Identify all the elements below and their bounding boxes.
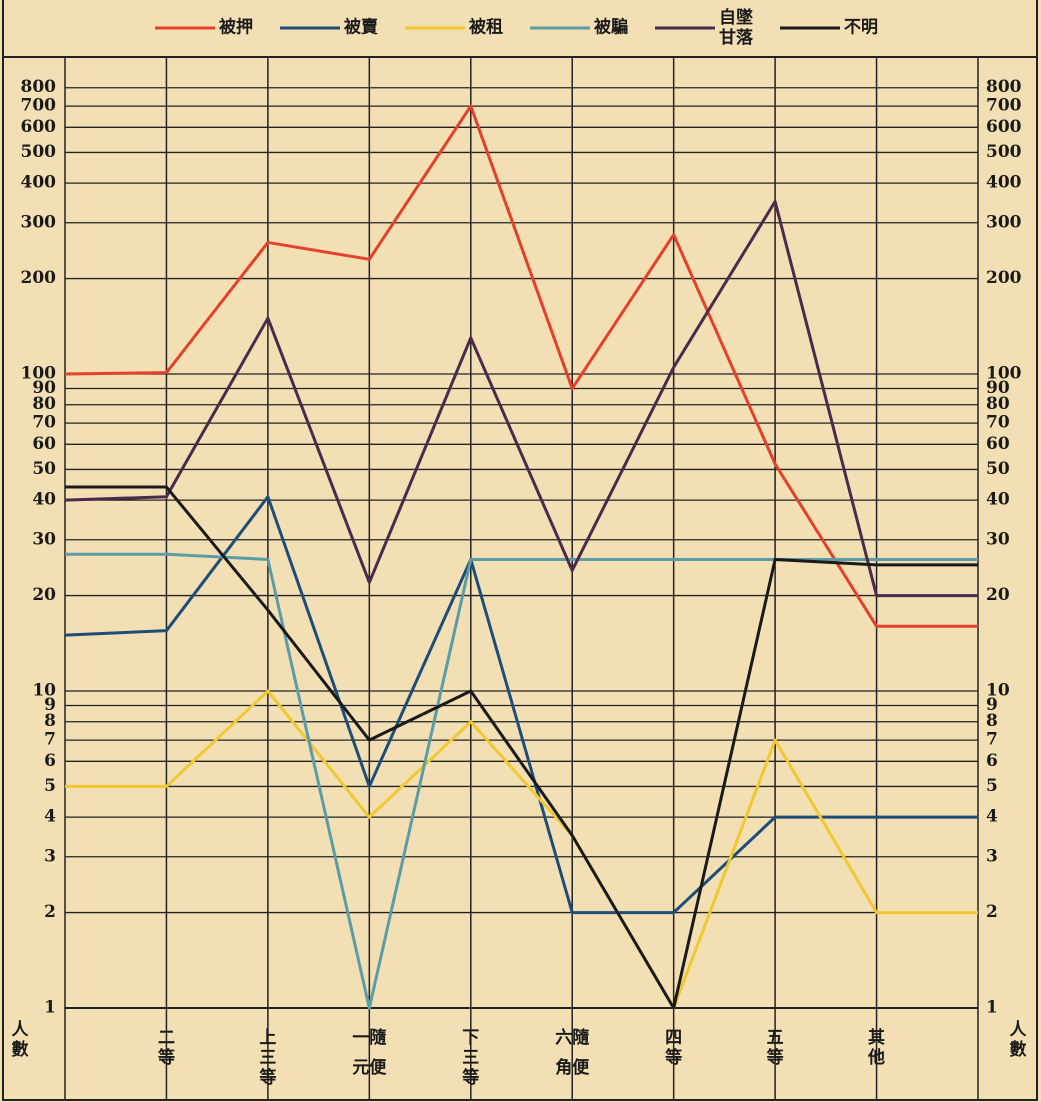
y-tick-label-right: 700 (986, 96, 1022, 116)
y-tick-label: 60 (32, 434, 56, 454)
x-tick-label: 上三等 (259, 1028, 276, 1088)
x-tick-label: 六隨角便 (555, 1027, 590, 1078)
y-tick-label: 90 (32, 378, 56, 398)
series-line (64, 200, 978, 598)
y-tick-label: 100 (21, 364, 57, 384)
legend-label: 被租 (469, 17, 503, 38)
y-tick-label-right: 300 (986, 212, 1022, 232)
y-tick-label: 40 (32, 490, 56, 510)
x-tick-label: 一隨元便 (352, 1027, 387, 1078)
x-tick-label: 下三等 (462, 1028, 479, 1088)
x-tick-label: 五等 (767, 1028, 784, 1068)
x-tick-label: 四等 (665, 1028, 682, 1068)
y-tick-label: 600 (21, 117, 57, 137)
y-tick-label: 9 (44, 695, 56, 715)
series-line (65, 485, 978, 1010)
y-tick-label-right: 50 (986, 459, 1010, 479)
x-tick-label: 二等 (158, 1028, 175, 1068)
y-tick-label: 20 (32, 585, 56, 605)
y-tick-label-right: 20 (986, 585, 1010, 605)
y-axis-label-right: 人數 (1010, 1020, 1028, 1060)
x-tick-label: 其他 (867, 1027, 885, 1068)
y-tick-label: 8 (44, 711, 56, 731)
series-line (64, 495, 978, 915)
y-tick-label: 80 (32, 394, 56, 414)
y-tick-label: 300 (21, 212, 57, 232)
y-tick-label: 700 (21, 96, 57, 116)
y-tick-label: 800 (21, 77, 57, 97)
y-tick-label: 7 (44, 730, 56, 750)
y-tick-label-right: 40 (986, 490, 1010, 510)
legend-label: 被賣 (344, 17, 379, 38)
legend-label: 自墜甘落 (719, 7, 754, 48)
y-tick-label-right: 80 (986, 394, 1010, 414)
y-tick-label-right: 500 (986, 142, 1022, 162)
y-tick-label-right: 4 (986, 807, 998, 827)
y-tick-label: 4 (44, 807, 56, 827)
y-tick-label: 3 (44, 846, 56, 866)
y-tick-label-right: 100 (986, 364, 1022, 384)
y-tick-label: 1 (44, 998, 56, 1018)
y-tick-label: 2 (44, 902, 56, 922)
y-tick-label-right: 10 (986, 681, 1010, 701)
y-tick-label: 50 (32, 459, 56, 479)
y-tick-label: 400 (21, 173, 57, 193)
y-tick-label-right: 600 (986, 117, 1022, 137)
y-tick-label: 6 (44, 751, 56, 771)
y-tick-label-right: 6 (986, 751, 998, 771)
y-tick-label-right: 7 (986, 730, 998, 750)
y-tick-label-right: 90 (986, 378, 1010, 398)
legend-label: 不明 (844, 18, 878, 38)
y-axis-label-left: 人數 (12, 1020, 30, 1060)
y-tick-label-right: 2 (986, 902, 998, 922)
y-tick-label-right: 3 (986, 846, 998, 866)
y-tick-label-right: 8 (986, 711, 998, 731)
y-tick-label-right: 200 (986, 268, 1022, 288)
y-tick-label-right: 800 (986, 77, 1022, 97)
legend-label: 被押 (219, 17, 253, 38)
series-line (64, 104, 978, 628)
y-tick-label: 200 (21, 268, 57, 288)
y-tick-label: 5 (44, 776, 56, 796)
y-tick-label-right: 5 (986, 776, 998, 796)
y-tick-label-right: 70 (986, 413, 1010, 433)
y-tick-label-right: 9 (986, 695, 998, 715)
y-tick-label-right: 1 (986, 998, 998, 1018)
legend-label: 被騙 (594, 17, 628, 38)
y-tick-label: 30 (32, 529, 56, 549)
y-tick-label-right: 60 (986, 434, 1010, 454)
y-tick-label: 70 (32, 413, 56, 433)
y-tick-label: 10 (32, 681, 56, 701)
y-tick-label: 500 (21, 142, 57, 162)
y-tick-label-right: 400 (986, 173, 1022, 193)
series-line (65, 552, 978, 1010)
series-line (65, 689, 978, 1010)
y-tick-label-right: 30 (986, 529, 1010, 549)
